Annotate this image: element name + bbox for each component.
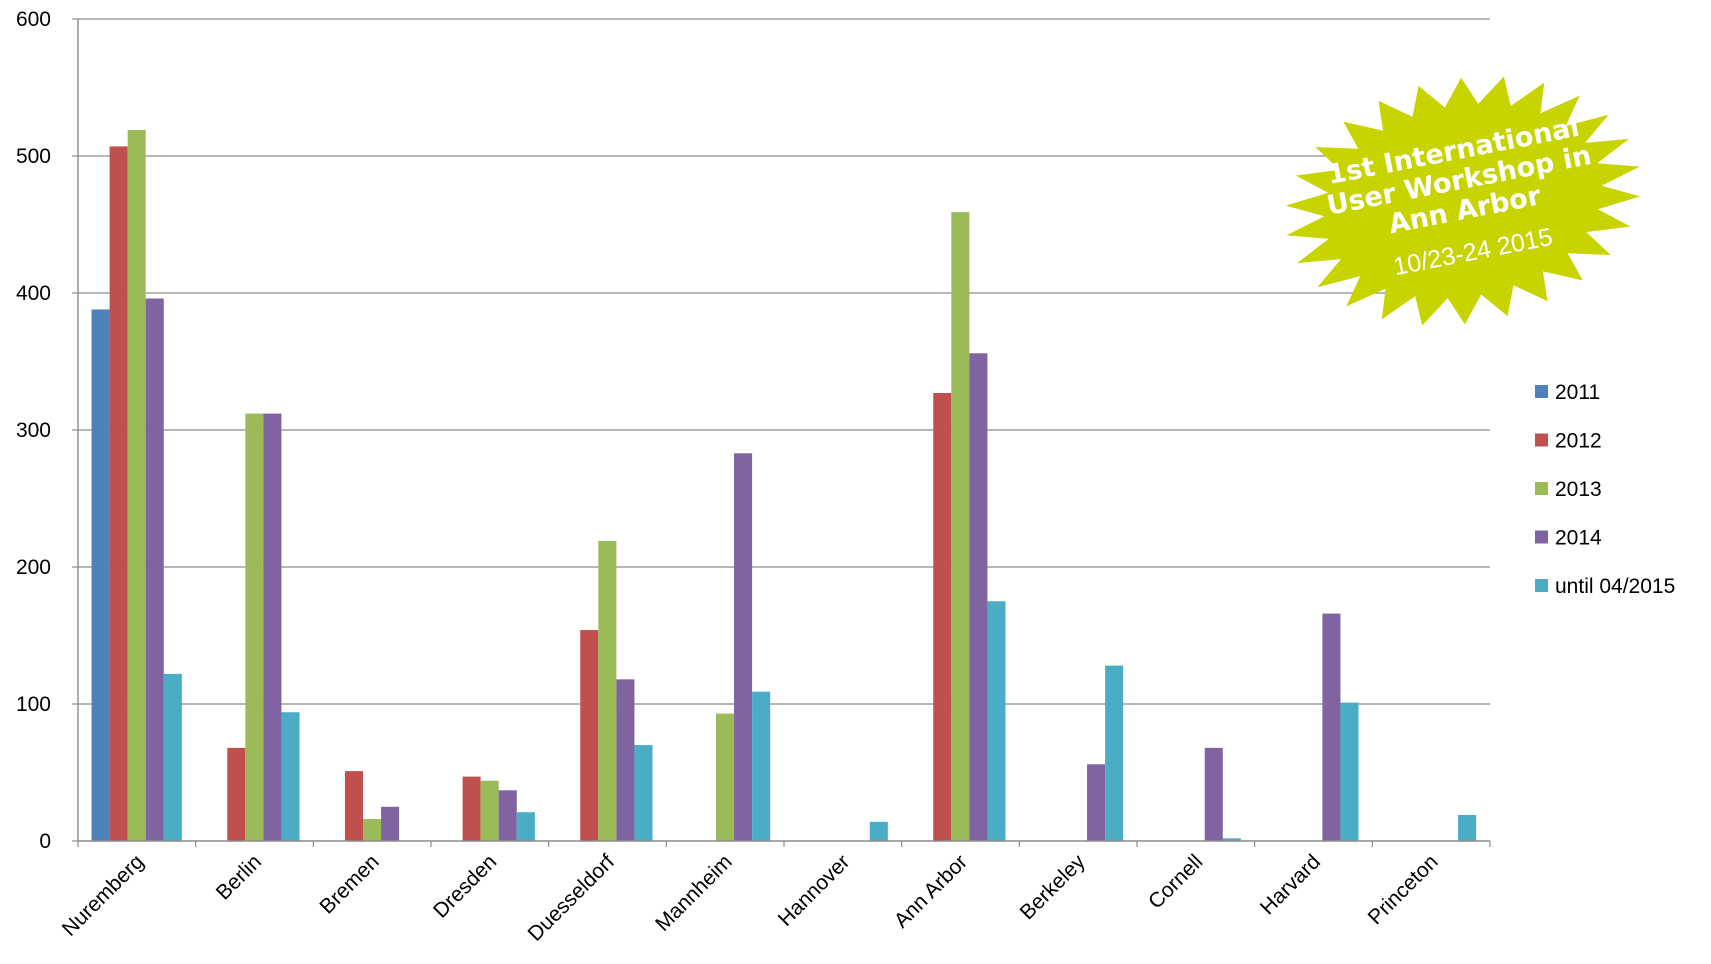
y-tick-label: 300: [16, 419, 51, 442]
bar-2014-duesseldorf: [616, 679, 635, 841]
y-tick-label: 500: [16, 145, 51, 168]
bar-until-04-2015-berkeley: [1105, 665, 1124, 841]
bar-2014-ann-arbor: [969, 353, 988, 841]
bar-2014-berkeley: [1087, 764, 1106, 841]
legend-swatch: [1535, 482, 1548, 495]
bar-until-04-2015-cornell: [1222, 838, 1241, 841]
badge-starburst-shape: [1285, 76, 1641, 326]
bar-2014-nuremberg: [145, 298, 164, 842]
bar-until-04-2015-mannheim: [752, 691, 771, 841]
bar-2014-bremen: [381, 806, 400, 841]
y-tick-label: 200: [16, 556, 51, 579]
legend-swatch: [1535, 530, 1548, 544]
x-tick-label: Ann Arbor: [890, 850, 972, 932]
bar-until-04-2015-nuremberg: [163, 673, 182, 841]
x-axis-ticks: Nuremberg Berlin Bremen Dresden Duesseldorf M…: [58, 841, 1491, 946]
bar-2013-mannheim: [715, 713, 735, 841]
x-tick-label: Nuremberg: [58, 850, 149, 941]
bar-2012-berlin: [227, 747, 246, 841]
y-tick-label: 100: [16, 693, 51, 716]
x-tick-label: Cornell: [1144, 850, 1207, 913]
bar-2014-berlin: [263, 413, 282, 841]
x-tick-label: Duesseldorf: [524, 850, 620, 946]
bar-2013-nuremberg: [127, 129, 146, 842]
legend-swatch: [1535, 579, 1548, 592]
bar-2012-bremen: [344, 771, 363, 841]
bar-until-04-2015-princeton: [1458, 814, 1477, 841]
legend: 2011 2012 2013 2014 until 04/2015: [1535, 381, 1675, 598]
y-tick-label: 600: [16, 8, 51, 31]
bar-until-04-2015-dresden: [516, 812, 535, 841]
x-tick-label: Berlin: [212, 850, 266, 904]
bar-until-04-2015-ann-arbor: [987, 601, 1006, 841]
bar-2013-bremen: [362, 819, 382, 841]
x-tick-label: Berkeley: [1016, 850, 1090, 924]
bar-until-04-2015-hannover: [869, 821, 888, 841]
bar-2013-duesseldorf: [598, 540, 617, 841]
x-tick-label: Bremen: [315, 850, 383, 918]
y-tick-label: 400: [16, 282, 51, 305]
x-tick-label: Harvard: [1256, 850, 1325, 919]
bar-2014-harvard: [1322, 613, 1341, 841]
legend-label: until 04/2015: [1555, 575, 1675, 598]
bar-2012-nuremberg: [109, 146, 128, 841]
x-tick-label: Mannheim: [651, 850, 737, 936]
bar-until-04-2015-berlin: [281, 712, 300, 841]
legend-label: 2013: [1555, 478, 1602, 501]
bar-2013-ann-arbor: [951, 212, 970, 842]
x-tick-label: Hannover: [774, 850, 855, 931]
bar-2014-mannheim: [734, 453, 753, 841]
bar-2014-cornell: [1204, 747, 1223, 841]
bars: [91, 129, 1477, 842]
bar-2012-duesseldorf: [580, 630, 599, 841]
bar-2014-dresden: [498, 790, 517, 841]
legend-label: 2011: [1555, 381, 1600, 404]
legend-swatch: [1535, 433, 1548, 447]
legend-label: 2014: [1555, 527, 1602, 550]
workshop-badge: 1st International User Workshop in Ann A…: [1285, 76, 1641, 326]
bar-2013-dresden: [480, 780, 499, 841]
y-axis-ticks: 0 100 200 300 400 500 600: [16, 8, 78, 853]
bar-until-04-2015-harvard: [1340, 702, 1359, 841]
legend-swatch: [1535, 385, 1548, 398]
bar-until-04-2015-duesseldorf: [634, 745, 653, 841]
gridlines: [78, 18, 1490, 705]
y-tick-label: 0: [39, 830, 51, 853]
legend-label: 2012: [1555, 430, 1602, 453]
bar-2012-dresden: [462, 776, 481, 841]
bar-2012-ann-arbor: [933, 393, 952, 841]
x-tick-label: Dresden: [429, 850, 501, 922]
bar-2011-nuremberg: [91, 309, 110, 841]
bar-2013-berlin: [245, 413, 264, 841]
x-tick-label: Princeton: [1364, 850, 1443, 929]
